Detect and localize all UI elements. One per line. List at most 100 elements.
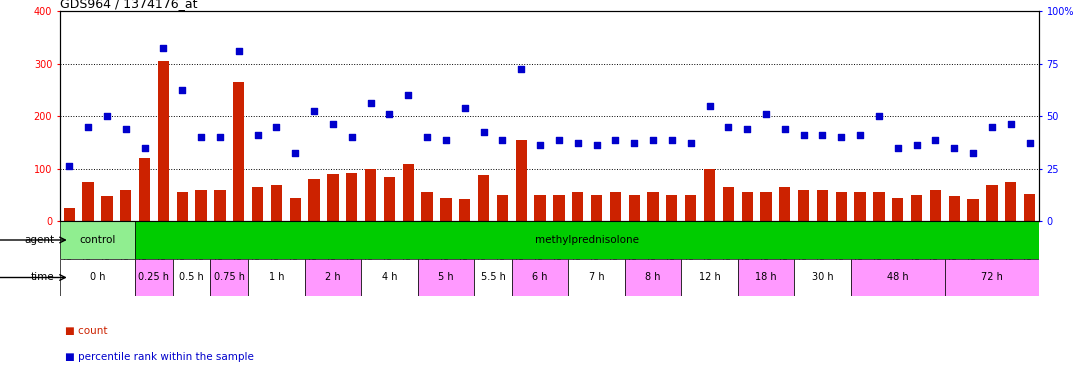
Bar — [233, 82, 245, 221]
Text: 0.75 h: 0.75 h — [214, 273, 245, 282]
Bar — [158, 61, 169, 221]
Point — [682, 140, 700, 146]
Point — [418, 134, 435, 140]
Text: 8 h: 8 h — [645, 273, 660, 282]
Point — [249, 132, 267, 138]
Text: 7 h: 7 h — [589, 273, 604, 282]
Point — [211, 134, 228, 140]
Text: 1 h: 1 h — [269, 273, 284, 282]
Point — [79, 124, 97, 130]
Point — [136, 145, 153, 151]
Bar — [63, 208, 75, 221]
Point — [664, 137, 681, 143]
FancyBboxPatch shape — [625, 259, 681, 296]
Point — [852, 132, 869, 138]
Bar — [647, 192, 658, 221]
Bar — [930, 190, 941, 221]
Point — [230, 48, 247, 54]
Point — [644, 137, 662, 143]
Text: 0.25 h: 0.25 h — [138, 273, 170, 282]
Point — [907, 142, 925, 148]
FancyBboxPatch shape — [361, 259, 418, 296]
Point — [118, 126, 135, 132]
Point — [174, 87, 191, 93]
Point — [927, 137, 944, 143]
Text: ■ count: ■ count — [65, 326, 108, 336]
Point — [551, 137, 568, 143]
Bar — [967, 199, 979, 221]
Point — [588, 142, 605, 148]
Bar — [252, 187, 263, 221]
Point — [306, 108, 323, 114]
FancyBboxPatch shape — [305, 259, 361, 296]
Bar — [196, 190, 207, 221]
FancyBboxPatch shape — [474, 259, 511, 296]
Point — [193, 134, 210, 140]
Point — [61, 163, 78, 169]
Text: 6 h: 6 h — [532, 273, 547, 282]
Point — [474, 129, 492, 135]
Point — [889, 145, 906, 151]
FancyBboxPatch shape — [944, 259, 1039, 296]
Text: time: time — [30, 273, 54, 282]
Text: 48 h: 48 h — [887, 273, 908, 282]
Bar — [949, 196, 960, 221]
FancyBboxPatch shape — [60, 221, 135, 259]
Point — [945, 145, 963, 151]
Text: 18 h: 18 h — [755, 273, 777, 282]
Bar — [534, 195, 546, 221]
Bar — [704, 169, 715, 221]
Point — [832, 134, 850, 140]
Point — [154, 45, 172, 51]
FancyBboxPatch shape — [738, 259, 794, 296]
Point — [701, 103, 718, 109]
Bar — [478, 175, 490, 221]
FancyBboxPatch shape — [210, 259, 248, 296]
FancyBboxPatch shape — [418, 259, 474, 296]
Point — [456, 105, 473, 111]
Text: 0 h: 0 h — [89, 273, 106, 282]
Point — [286, 150, 304, 156]
Bar — [139, 158, 150, 221]
FancyBboxPatch shape — [173, 259, 210, 296]
Bar — [874, 192, 885, 221]
FancyBboxPatch shape — [135, 221, 1039, 259]
Point — [739, 126, 756, 132]
Point — [757, 111, 775, 117]
Point — [814, 132, 831, 138]
Point — [437, 137, 455, 143]
Bar — [327, 174, 338, 221]
Point — [512, 66, 530, 72]
Text: 5 h: 5 h — [438, 273, 454, 282]
Bar — [421, 192, 433, 221]
Bar — [779, 187, 791, 221]
Point — [399, 92, 417, 98]
Bar — [798, 190, 809, 221]
Bar — [854, 192, 866, 221]
FancyBboxPatch shape — [248, 259, 305, 296]
Bar — [817, 190, 828, 221]
Bar — [987, 184, 998, 221]
Point — [776, 126, 793, 132]
Point — [870, 113, 888, 119]
Bar — [836, 192, 846, 221]
Bar — [176, 192, 188, 221]
Bar — [666, 195, 678, 221]
Text: GDS964 / 1374176_at: GDS964 / 1374176_at — [60, 0, 197, 10]
Point — [569, 140, 586, 146]
Point — [381, 111, 398, 117]
Text: 0.5 h: 0.5 h — [180, 273, 205, 282]
Text: 4 h: 4 h — [382, 273, 397, 282]
Bar — [271, 184, 282, 221]
FancyBboxPatch shape — [568, 259, 625, 296]
Bar — [384, 177, 395, 221]
Point — [607, 137, 625, 143]
FancyBboxPatch shape — [135, 259, 173, 296]
Bar — [629, 195, 640, 221]
Bar — [346, 173, 357, 221]
Text: 5.5 h: 5.5 h — [481, 273, 506, 282]
Bar — [364, 169, 376, 221]
FancyBboxPatch shape — [794, 259, 851, 296]
Point — [362, 100, 380, 106]
Point — [531, 142, 548, 148]
